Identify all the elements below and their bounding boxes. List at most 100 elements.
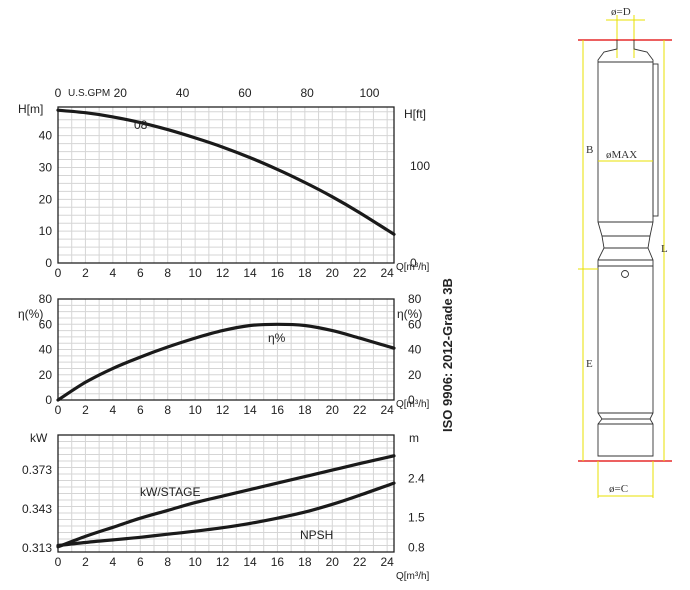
efficiency-y-label: η(%) (18, 307, 43, 321)
top-tick-label: 0 (55, 86, 62, 100)
head-chart-frame (57, 106, 395, 264)
right-tick-label: 0.8 (408, 541, 425, 555)
x-tick-label: 0 (55, 555, 62, 569)
x-tick-label: 6 (137, 555, 144, 569)
x-tick-label: 18 (298, 403, 312, 417)
outlet-hole (621, 270, 629, 278)
x-tick-label: 16 (271, 555, 285, 569)
efficiency-x-label: Q[m³/h] (396, 399, 430, 410)
x-tick-label: 22 (353, 266, 367, 280)
x-tick-label: 8 (164, 266, 171, 280)
head-curve-08 (56, 108, 396, 236)
efficiency-series-label: η% (268, 331, 286, 345)
npsh-label: NPSH (300, 528, 333, 542)
x-tick-label: 0 (55, 266, 62, 280)
x-tick-label: 14 (243, 266, 257, 280)
x-tick-label: 2 (82, 403, 89, 417)
y-tick-label: 0 (45, 256, 52, 270)
right-tick-label: 2.4 (408, 471, 425, 485)
dim-b-label: B (586, 144, 593, 156)
efficiency-right-label: η(%) (397, 307, 422, 321)
x-tick-label: 0 (55, 403, 62, 417)
y-tick-label: 0 (45, 393, 52, 407)
x-tick-label: 8 (164, 403, 171, 417)
x-tick-label: 20 (326, 555, 340, 569)
x-tick-label: 10 (188, 266, 202, 280)
dim-max-label: øMAX (606, 149, 637, 161)
top-tick-label: 20 (114, 86, 128, 100)
x-tick-label: 8 (164, 555, 171, 569)
x-tick-label: 18 (298, 555, 312, 569)
x-tick-label: 10 (188, 555, 202, 569)
dim-d-label: ø=D (611, 6, 631, 18)
y-tick-label: 0.313 (22, 541, 52, 555)
right-tick-label: 0 (408, 393, 415, 407)
dim-e-label: E (586, 358, 593, 370)
x-tick-label: 20 (326, 266, 340, 280)
x-tick-label: 22 (353, 403, 367, 417)
x-tick-label: 24 (380, 266, 394, 280)
x-tick-label: 12 (216, 555, 230, 569)
x-tick-label: 20 (326, 403, 340, 417)
top-tick-label: 80 (301, 86, 315, 100)
y-tick-label: 0.373 (22, 463, 52, 477)
x-tick-label: 24 (380, 403, 394, 417)
right-tick-label: 0 (410, 256, 417, 270)
y-tick-label: 0.343 (22, 502, 52, 516)
x-tick-label: 14 (243, 555, 257, 569)
x-tick-label: 24 (380, 555, 394, 569)
top-tick-label: 60 (238, 86, 252, 100)
top-tick-label: 40 (176, 86, 190, 100)
x-tick-label: 16 (271, 266, 285, 280)
dim-l-label: L (661, 243, 668, 255)
efficiency-curve (56, 322, 396, 402)
dim-c-label: ø=C (609, 483, 628, 495)
x-tick-label: 14 (243, 403, 257, 417)
right-tick-label: 80 (408, 292, 422, 306)
head-right-label: H[ft] (404, 107, 426, 121)
x-tick-label: 12 (216, 266, 230, 280)
power-npsh-chart: 0 2 4 6 8 10 12 14 16 18 20 22 240.3130.3430.3730.81… (22, 431, 430, 582)
pump-drawing: ø=D øMAX B E L ø=C (578, 6, 672, 498)
head-x-label: Q[m³/h] (396, 262, 430, 273)
x-tick-label: 6 (137, 266, 144, 280)
y-tick-label: 10 (39, 224, 53, 238)
efficiency-chart: 0 2 4 6 8 10 12 14 16 18 20 22 24020406080020406080 … (18, 292, 430, 417)
right-tick-label: 100 (410, 159, 430, 173)
x-tick-label: 4 (110, 266, 117, 280)
y-tick-label: 20 (39, 368, 53, 382)
head-top-axis-label: U.S.GPM (68, 88, 110, 99)
x-tick-label: 2 (82, 266, 89, 280)
y-tick-label: 40 (39, 343, 53, 357)
head-series-label: 08 (134, 118, 148, 132)
iso-grade-label: ISO 9906: 2012-Grade 3B (440, 278, 455, 432)
x-tick-label: 10 (188, 403, 202, 417)
npsh-right-label: m (409, 431, 419, 445)
y-tick-label: 30 (39, 160, 53, 174)
x-tick-label: 22 (353, 555, 367, 569)
x-tick-label: 16 (271, 403, 285, 417)
x-tick-label: 6 (137, 403, 144, 417)
power-npsh-chart-frame (57, 434, 395, 553)
x-tick-label: 18 (298, 266, 312, 280)
top-tick-label: 100 (359, 86, 379, 100)
x-tick-label: 4 (110, 555, 117, 569)
y-tick-label: 40 (39, 129, 53, 143)
head-y-label: H[m] (18, 102, 43, 116)
power-x-label: Q[m³/h] (396, 571, 430, 582)
kw-stage-label: kW/STAGE (140, 485, 200, 499)
y-tick-label: 80 (39, 292, 53, 306)
y-tick-label: 20 (39, 192, 53, 206)
y-tick-label: 60 (39, 317, 53, 331)
npsh-curve (56, 481, 396, 548)
power-y-label: kW (30, 431, 48, 445)
right-tick-label: 1.5 (408, 510, 425, 524)
x-tick-label: 12 (216, 403, 230, 417)
x-tick-label: 2 (82, 555, 89, 569)
right-tick-label: 20 (408, 368, 422, 382)
x-tick-label: 4 (110, 403, 117, 417)
kw-stage-curve (56, 454, 396, 549)
right-tick-label: 60 (408, 317, 422, 331)
